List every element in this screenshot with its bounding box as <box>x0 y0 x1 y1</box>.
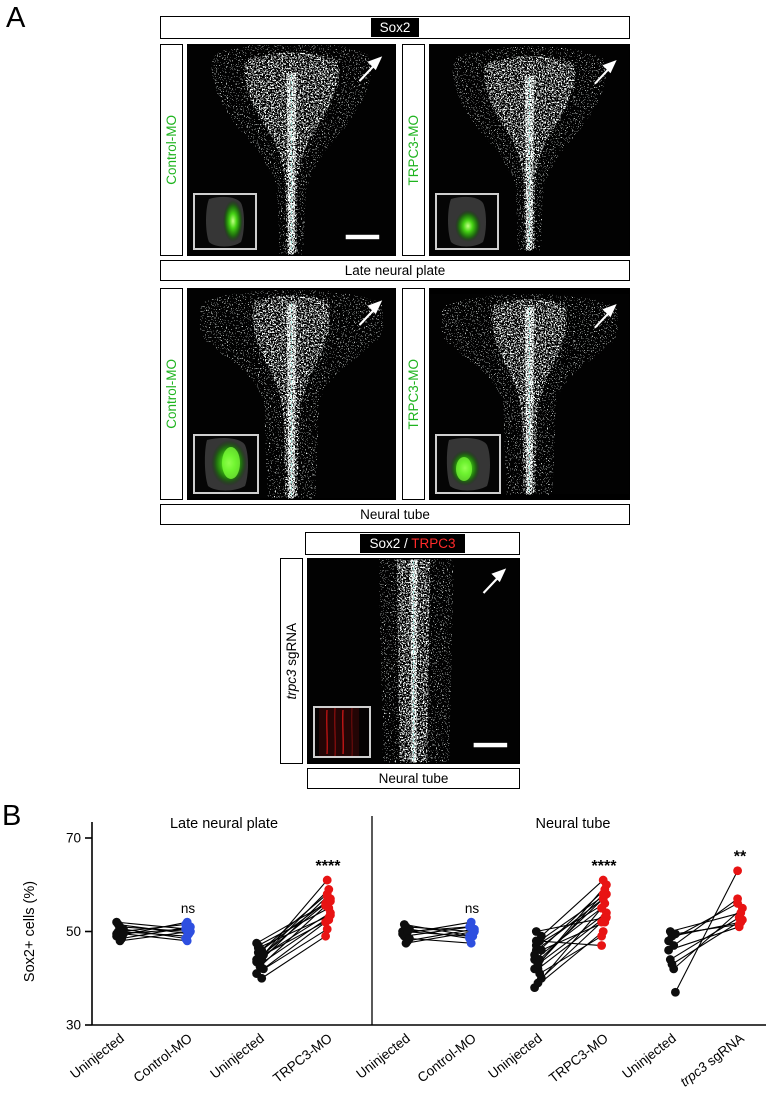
micrograph-image <box>188 289 395 499</box>
chart-pair-group: **** <box>252 858 341 983</box>
dual-stain-header-box: Sox2 / TRPC3 <box>305 532 520 555</box>
row1-caption: Late neural plate <box>344 263 446 278</box>
scale-bar <box>473 742 508 748</box>
x-tick-label: Uninjected <box>619 1031 679 1082</box>
x-tick-label: Uninjected <box>353 1031 413 1082</box>
orientation-arrow-icon <box>358 300 383 326</box>
significance-label: ns <box>465 901 480 916</box>
inset-tracer-image <box>435 434 501 494</box>
row2-right-label: TRPC3-MO <box>406 358 421 430</box>
row1-left-label-strip: Control-MO <box>160 44 183 256</box>
x-tick-label: Control-MO <box>131 1031 195 1086</box>
x-tick-label: TRPC3-MO <box>546 1031 611 1086</box>
chart-pair-group: ns <box>398 901 480 948</box>
chart-pair-group: **** <box>530 858 617 992</box>
x-tick-label: Uninjected <box>67 1031 127 1082</box>
micrograph-nt-trpc3-sgrna <box>307 558 520 764</box>
section-title: Neural tube <box>536 816 611 832</box>
midline-speckle <box>524 76 535 251</box>
inset-trpc3-probe-image <box>313 706 371 758</box>
inset-tracer-image <box>193 434 259 494</box>
orientation-arrow-icon <box>594 303 617 329</box>
row2-caption-box: Neural tube <box>160 504 630 525</box>
x-tick-label: Uninjected <box>207 1031 267 1082</box>
panel-b-label: B <box>2 800 22 832</box>
svg-text:50: 50 <box>66 924 81 939</box>
sgrna-caption: Neural tube <box>378 771 449 786</box>
x-tick-label: Control-MO <box>415 1031 479 1086</box>
orientation-arrow-icon <box>358 56 383 82</box>
x-tick-label: TRPC3-MO <box>270 1031 335 1086</box>
row2-left-label: Control-MO <box>164 359 179 429</box>
svg-text:70: 70 <box>66 831 81 846</box>
x-tick-label: Uninjected <box>485 1031 545 1082</box>
sgrna-caption-box: Neural tube <box>307 768 520 789</box>
row2-caption: Neural tube <box>360 507 430 522</box>
x-tick-label: trpc3 sgRNA <box>677 1031 747 1090</box>
midline-speckle <box>524 306 535 495</box>
micrograph-nt-trpc3-mo <box>429 288 630 500</box>
significance-label: ** <box>734 849 747 866</box>
inset-tracer-image <box>193 193 257 250</box>
row1-left-label: Control-MO <box>164 115 179 185</box>
micrograph-nt-control-mo <box>187 288 396 500</box>
orientation-arrow-icon <box>594 59 617 85</box>
midline-speckle <box>410 559 418 763</box>
svg-text:30: 30 <box>66 1018 81 1033</box>
row1-caption-box: Late neural plate <box>160 260 630 281</box>
trpc3-stain-label: TRPC3 <box>411 536 456 551</box>
section-title: Late neural plate <box>170 816 278 832</box>
inset-tracer-image <box>435 193 499 250</box>
svg-text:Sox2+ cells (%): Sox2+ cells (%) <box>22 881 38 982</box>
row1-right-label-strip: TRPC3-MO <box>402 44 425 256</box>
sox2-header-box: Sox2 <box>160 16 630 39</box>
micrograph-image <box>430 293 629 495</box>
panel-b-chart: 30 50 70 Sox2+ cells (%) Uninjected Control-M… <box>8 808 776 1100</box>
chart-pair-group: ns <box>112 901 196 946</box>
micrograph-lnp-trpc3-mo <box>429 44 630 256</box>
significance-label: **** <box>316 858 342 875</box>
row2-left-label-strip: Control-MO <box>160 288 183 500</box>
row1-right-label: TRPC3-MO <box>406 114 421 186</box>
scale-bar <box>345 234 380 240</box>
sgrna-label-strip: trpc3 sgRNA <box>280 558 303 764</box>
orientation-arrow-icon <box>482 568 507 594</box>
dual-stain-badge: Sox2 / TRPC3 <box>360 534 465 553</box>
micrograph-lnp-control-mo <box>187 44 396 256</box>
significance-label: ns <box>181 901 196 916</box>
chart-pair-group: ** <box>664 849 747 997</box>
significance-label: **** <box>592 858 618 875</box>
panel-a-label: A <box>6 2 26 34</box>
row2-right-label-strip: TRPC3-MO <box>402 288 425 500</box>
sox2-stain-badge: Sox2 <box>370 18 420 37</box>
sgrna-label: trpc3 sgRNA <box>284 622 299 700</box>
